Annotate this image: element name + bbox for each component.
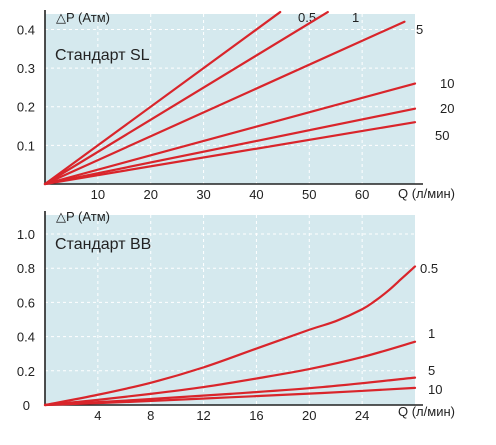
x-tick-label: 10 xyxy=(91,187,105,202)
series-line xyxy=(43,10,329,186)
series-line xyxy=(43,121,417,186)
x-tick-label: 40 xyxy=(249,187,263,202)
x-tick-label: 12 xyxy=(196,408,210,423)
chart-standard-sl: 10 20 30 40 50 60 0.1 0.2 0.3 0.4 △P (Атм) Q (л/мин… xyxy=(17,10,455,202)
series-label: 20 xyxy=(440,101,454,116)
series-label: 5 xyxy=(416,22,423,37)
origin-tick-label: 0 xyxy=(23,398,30,413)
y-axis-label: △P (Атм) xyxy=(56,10,110,25)
series-line xyxy=(43,10,282,186)
x-tick-label: 20 xyxy=(302,408,316,423)
chart-standard-bb: 4 8 12 16 20 24 0.2 0.4 0.6 0.8 1.0 0 △P (Атм) Q (л/м… xyxy=(17,209,455,423)
series-label: 1 xyxy=(428,326,435,341)
x-tick-label: 8 xyxy=(147,408,154,423)
y-tick-label: 0.4 xyxy=(17,22,35,37)
series-line xyxy=(43,20,406,186)
series-label: 0.5 xyxy=(298,10,316,25)
plot-area xyxy=(45,215,415,405)
x-tick-label: 4 xyxy=(94,408,101,423)
y-tick-label: 0.2 xyxy=(17,100,35,115)
y-tick-label: 0.6 xyxy=(17,295,35,310)
series-line xyxy=(43,107,417,186)
y-tick-label: 0.3 xyxy=(17,61,35,76)
chart-title: Стандарт BB xyxy=(55,236,151,253)
x-tick-label: 50 xyxy=(302,187,316,202)
series-line xyxy=(43,82,417,186)
series-line xyxy=(43,386,417,407)
y-tick-label: 0.2 xyxy=(17,364,35,379)
y-tick-label: 1.0 xyxy=(17,227,35,242)
x-tick-label: 20 xyxy=(143,187,157,202)
series-label: 1 xyxy=(352,10,359,25)
series-label: 0.5 xyxy=(420,261,438,276)
x-tick-label: 16 xyxy=(249,408,263,423)
series-label: 10 xyxy=(440,76,454,91)
y-tick-label: 0.1 xyxy=(17,138,35,153)
x-axis-label: Q (л/мин) xyxy=(398,404,455,419)
series-line xyxy=(43,340,417,407)
x-tick-label: 30 xyxy=(196,187,210,202)
series-line xyxy=(43,265,417,407)
x-tick-label: 24 xyxy=(355,408,369,423)
y-axis-label: △P (Атм) xyxy=(56,209,110,224)
series-line xyxy=(43,376,417,407)
series-label: 5 xyxy=(428,363,435,378)
series-label: 10 xyxy=(428,382,442,397)
chart-title: Стандарт SL xyxy=(55,47,150,64)
y-tick-label: 0.8 xyxy=(17,261,35,276)
series-label: 50 xyxy=(435,128,449,143)
y-tick-label: 0.4 xyxy=(17,330,35,345)
x-axis-label: Q (л/мин) xyxy=(398,186,455,201)
x-tick-label: 60 xyxy=(355,187,369,202)
